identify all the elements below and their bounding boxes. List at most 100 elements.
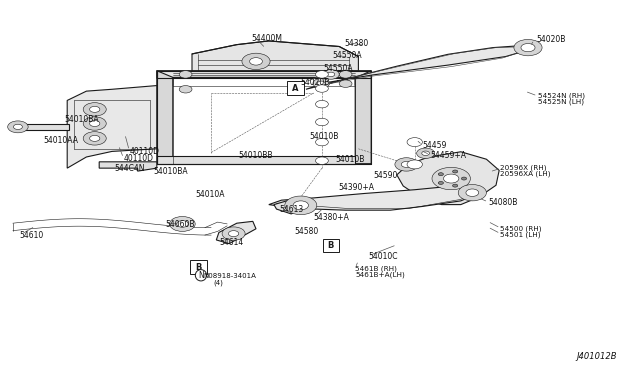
Text: 54550A: 54550A — [333, 51, 362, 60]
Polygon shape — [157, 71, 371, 86]
Text: 54010C: 54010C — [368, 252, 397, 261]
Text: 54590: 54590 — [373, 171, 397, 180]
Circle shape — [316, 138, 328, 146]
Text: N08918-3401A: N08918-3401A — [204, 273, 257, 279]
Circle shape — [438, 173, 444, 176]
Text: 54459: 54459 — [422, 141, 447, 150]
Circle shape — [179, 71, 192, 78]
Circle shape — [316, 71, 328, 78]
Circle shape — [242, 53, 270, 70]
Circle shape — [179, 86, 192, 93]
Circle shape — [83, 117, 106, 130]
Circle shape — [228, 231, 239, 237]
Polygon shape — [397, 152, 499, 205]
Circle shape — [177, 221, 188, 227]
Polygon shape — [274, 201, 307, 214]
Text: 20596X (RH): 20596X (RH) — [500, 165, 547, 171]
Text: (4): (4) — [213, 279, 223, 286]
Circle shape — [83, 132, 106, 145]
Text: B: B — [195, 263, 202, 272]
Circle shape — [317, 81, 325, 86]
Text: 54525N (LH): 54525N (LH) — [538, 98, 584, 105]
Text: 54459+A: 54459+A — [430, 151, 466, 160]
Text: 544C4N: 544C4N — [114, 164, 145, 173]
Text: 54020B: 54020B — [301, 78, 330, 87]
Text: 54613: 54613 — [279, 205, 303, 214]
Text: 54380: 54380 — [344, 39, 369, 48]
Text: 54610: 54610 — [19, 231, 44, 240]
Circle shape — [313, 78, 330, 88]
Text: 5461B (RH): 5461B (RH) — [355, 266, 397, 272]
Circle shape — [170, 217, 195, 231]
Text: 54390+A: 54390+A — [338, 183, 374, 192]
Circle shape — [458, 185, 486, 201]
Circle shape — [90, 106, 100, 112]
Polygon shape — [99, 162, 157, 171]
Circle shape — [285, 196, 317, 215]
Text: 54501 (LH): 54501 (LH) — [500, 231, 541, 238]
Polygon shape — [67, 86, 157, 168]
Polygon shape — [269, 185, 479, 210]
Polygon shape — [157, 156, 355, 164]
Circle shape — [438, 182, 444, 185]
Circle shape — [422, 151, 429, 155]
Circle shape — [8, 121, 28, 133]
Text: 54020B: 54020B — [536, 35, 566, 44]
Circle shape — [327, 72, 335, 77]
Circle shape — [316, 157, 328, 164]
Circle shape — [444, 174, 459, 183]
Text: J401012B: J401012B — [576, 352, 616, 361]
Circle shape — [323, 70, 339, 79]
Polygon shape — [306, 45, 531, 89]
Circle shape — [432, 167, 470, 190]
Text: 54550A: 54550A — [323, 64, 353, 73]
Polygon shape — [192, 41, 358, 71]
Text: N: N — [198, 271, 204, 280]
Text: 54614: 54614 — [219, 238, 243, 247]
Text: 54580: 54580 — [294, 227, 319, 236]
Text: 54010A: 54010A — [195, 190, 225, 199]
Polygon shape — [13, 124, 69, 130]
Circle shape — [521, 44, 535, 52]
Text: 40110D: 40110D — [124, 154, 154, 163]
Circle shape — [90, 121, 100, 126]
Circle shape — [401, 161, 412, 167]
Circle shape — [461, 177, 467, 180]
Polygon shape — [157, 71, 173, 164]
Text: 40110D: 40110D — [129, 147, 159, 156]
Circle shape — [293, 201, 308, 210]
Text: 54010BA: 54010BA — [64, 115, 99, 124]
Circle shape — [514, 39, 542, 56]
Circle shape — [407, 160, 422, 169]
Text: 54010AA: 54010AA — [44, 136, 79, 145]
Circle shape — [90, 135, 100, 141]
Text: 54080B: 54080B — [488, 198, 518, 207]
Polygon shape — [355, 71, 371, 164]
Circle shape — [395, 158, 418, 171]
Circle shape — [222, 227, 245, 240]
FancyBboxPatch shape — [287, 81, 304, 95]
Text: 5461B+A(LH): 5461B+A(LH) — [355, 271, 405, 278]
Text: 20596XA (LH): 20596XA (LH) — [500, 170, 551, 177]
Circle shape — [316, 100, 328, 108]
Text: 54010BB: 54010BB — [239, 151, 273, 160]
Text: 54010BA: 54010BA — [154, 167, 188, 176]
Text: 54010B: 54010B — [335, 155, 365, 164]
Circle shape — [83, 103, 106, 116]
Text: 54010B: 54010B — [309, 132, 339, 141]
Text: 54524N (RH): 54524N (RH) — [538, 93, 584, 99]
Circle shape — [339, 80, 352, 87]
Circle shape — [316, 118, 328, 126]
Text: 54060B: 54060B — [165, 220, 195, 229]
Circle shape — [250, 58, 262, 65]
Circle shape — [417, 148, 435, 158]
Circle shape — [452, 170, 458, 173]
Text: 54500 (RH): 54500 (RH) — [500, 225, 542, 232]
Circle shape — [407, 138, 422, 147]
Text: A: A — [292, 84, 299, 93]
Text: 54400M: 54400M — [252, 34, 282, 43]
Circle shape — [466, 189, 479, 196]
Text: 54380+A: 54380+A — [314, 213, 349, 222]
Text: B: B — [328, 241, 334, 250]
Circle shape — [13, 124, 22, 129]
